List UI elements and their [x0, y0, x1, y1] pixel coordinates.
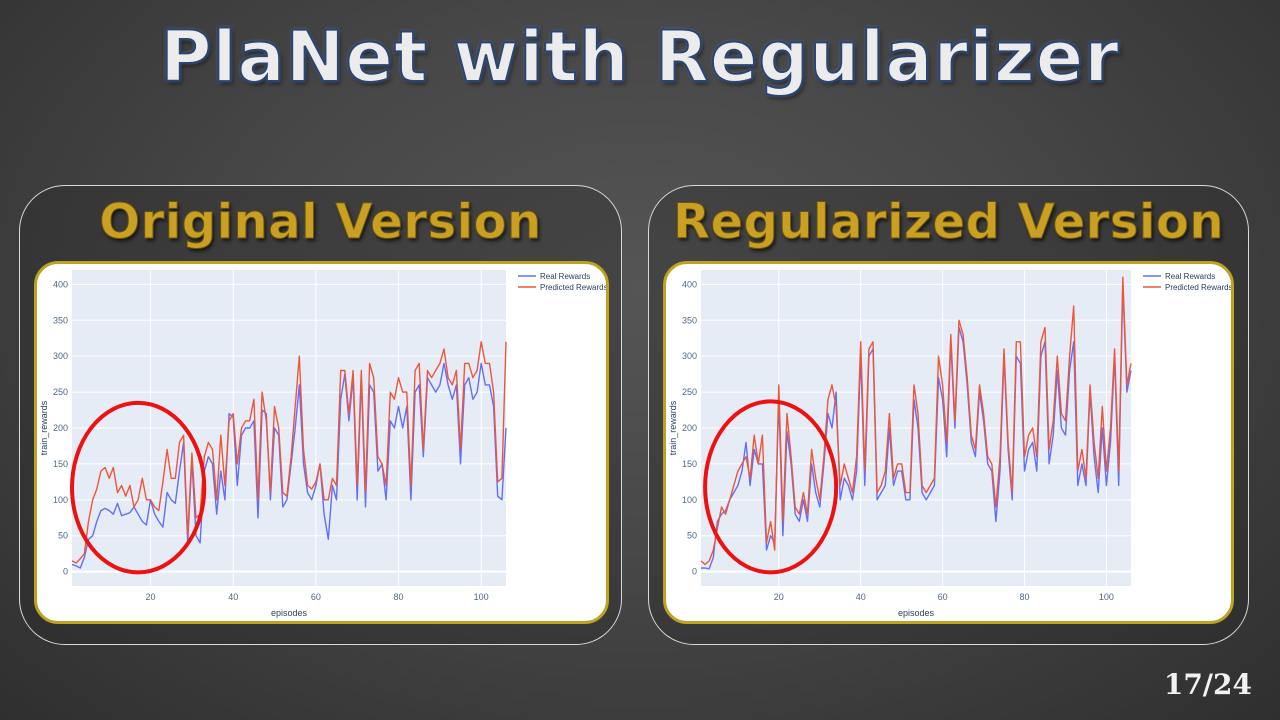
- x-tick-label: 20: [146, 592, 156, 602]
- x-tick-label: 80: [1020, 592, 1030, 602]
- legend-entry[interactable]: Real Rewards: [540, 272, 590, 281]
- y-tick-label: 0: [63, 567, 68, 577]
- x-tick-label: 80: [394, 592, 404, 602]
- y-tick-label: 200: [53, 423, 68, 433]
- predicted-rewards-line: [71, 341, 507, 564]
- y-tick-label: 200: [682, 423, 697, 433]
- y-tick-label: 100: [682, 495, 697, 505]
- highlight-circle: [703, 399, 839, 575]
- original-version-title: Original Version: [99, 194, 542, 251]
- highlight-circle: [70, 400, 207, 575]
- legend-entry[interactable]: Predicted Rewards: [1165, 283, 1231, 292]
- regularized-version-panel: Regularized Version 0 50 100 150 200 250 300 35…: [648, 185, 1249, 645]
- y-tick-label: 300: [682, 351, 697, 361]
- x-tick-label: 40: [856, 592, 866, 602]
- page-number: 17/24: [1163, 668, 1252, 701]
- y-tick-label: 350: [53, 315, 68, 325]
- original-rewards-chart: 0 50 100 150 200 250 300 350 400 20 40 60 80 100 episo…: [39, 270, 606, 618]
- x-tick-label: 40: [228, 592, 238, 602]
- y-tick-label: 0: [692, 567, 697, 577]
- legend-entry[interactable]: Real Rewards: [1165, 272, 1215, 281]
- y-tick-label: 250: [682, 387, 697, 397]
- predicted-rewards-line: [700, 276, 1132, 566]
- original-version-panel: Original Version 0 50 100 150 200 250 300 350 40…: [19, 185, 622, 645]
- x-axis-label: episodes: [271, 608, 308, 618]
- regularized-rewards-chart: 0 50 100 150 200 250 300 350 400 20 40 60 80 100 episo…: [668, 270, 1231, 618]
- y-tick-label: 150: [53, 459, 68, 469]
- y-tick-label: 250: [53, 387, 68, 397]
- legend-entry[interactable]: Predicted Rewards: [540, 283, 606, 292]
- y-tick-label: 150: [682, 459, 697, 469]
- x-tick-label: 100: [1099, 592, 1114, 602]
- y-tick-label: 100: [53, 495, 68, 505]
- y-axis-label: train_rewards: [39, 400, 49, 455]
- regularized-version-title: Regularized Version: [673, 194, 1225, 251]
- x-tick-label: 20: [774, 592, 784, 602]
- y-tick-label: 400: [53, 279, 68, 289]
- y-tick-label: 50: [687, 531, 697, 541]
- slide-title: PlaNet with Regularizer: [159, 15, 1120, 99]
- x-tick-label: 60: [311, 592, 321, 602]
- y-axis-label: train_rewards: [668, 400, 678, 455]
- y-tick-label: 400: [682, 279, 697, 289]
- original-chart-frame: 0 50 100 150 200 250 300 350 400 20 40 60 80 100 episo…: [34, 261, 609, 624]
- y-tick-label: 350: [682, 315, 697, 325]
- y-tick-label: 50: [58, 531, 68, 541]
- x-tick-label: 60: [938, 592, 948, 602]
- x-axis-label: episodes: [898, 608, 935, 618]
- x-tick-label: 100: [474, 592, 489, 602]
- y-tick-label: 300: [53, 351, 68, 361]
- regularized-chart-frame: 0 50 100 150 200 250 300 350 400 20 40 60 80 100 episo…: [663, 261, 1234, 624]
